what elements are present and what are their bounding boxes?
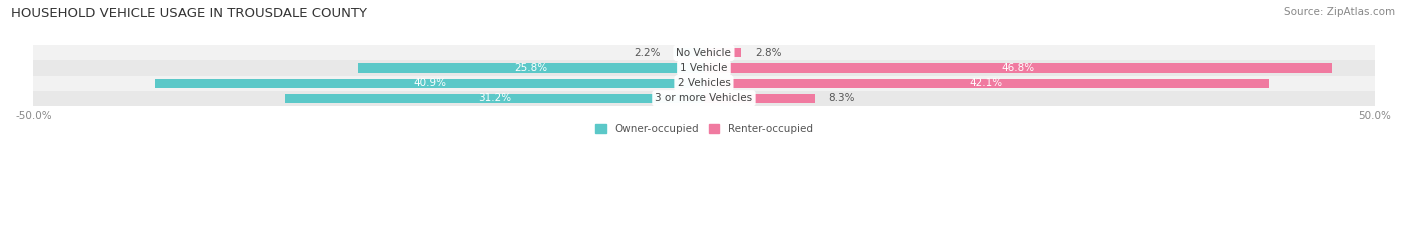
Bar <box>34 91 1375 106</box>
Bar <box>34 75 1375 91</box>
Text: 1 Vehicle: 1 Vehicle <box>681 63 728 73</box>
Bar <box>704 63 1331 72</box>
Text: 31.2%: 31.2% <box>478 93 512 103</box>
Text: 25.8%: 25.8% <box>515 63 547 73</box>
Bar <box>34 60 1375 75</box>
Bar <box>34 45 1375 60</box>
Text: Source: ZipAtlas.com: Source: ZipAtlas.com <box>1284 7 1395 17</box>
Bar <box>285 94 704 103</box>
Text: 42.1%: 42.1% <box>970 78 1002 88</box>
Text: 2.2%: 2.2% <box>634 48 661 58</box>
Text: 2.8%: 2.8% <box>755 48 782 58</box>
Bar <box>704 94 815 103</box>
Text: 46.8%: 46.8% <box>1001 63 1035 73</box>
Text: 2 Vehicles: 2 Vehicles <box>678 78 730 88</box>
Bar <box>704 48 741 57</box>
Bar <box>675 48 704 57</box>
Text: 3 or more Vehicles: 3 or more Vehicles <box>655 93 752 103</box>
Bar <box>156 79 704 88</box>
Legend: Owner-occupied, Renter-occupied: Owner-occupied, Renter-occupied <box>595 124 813 134</box>
Text: 40.9%: 40.9% <box>413 78 446 88</box>
Bar <box>359 63 704 72</box>
Text: HOUSEHOLD VEHICLE USAGE IN TROUSDALE COUNTY: HOUSEHOLD VEHICLE USAGE IN TROUSDALE COU… <box>11 7 367 20</box>
Text: No Vehicle: No Vehicle <box>676 48 731 58</box>
Text: 8.3%: 8.3% <box>828 93 855 103</box>
Bar <box>704 79 1268 88</box>
